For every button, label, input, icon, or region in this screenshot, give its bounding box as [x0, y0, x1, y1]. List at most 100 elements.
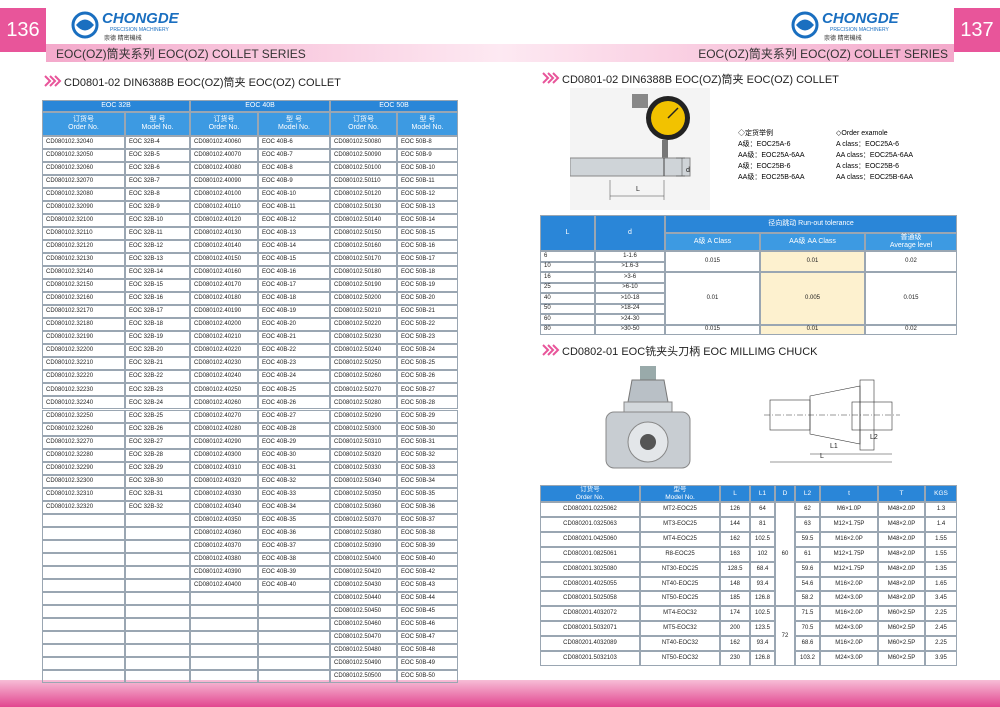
table-cell: CD080201.5025058: [540, 591, 640, 607]
example-line: AA class：EOC25A-6AA: [836, 152, 914, 159]
table-cell: EOC 50B-26: [397, 370, 458, 384]
section-icon: [542, 344, 560, 356]
cell-text: 64: [759, 506, 766, 512]
table-cell: CD080102.50320: [330, 448, 397, 462]
table-cell: EOC 32B-9: [125, 201, 190, 215]
table-cell: EOC 32B-7: [125, 175, 190, 189]
column-header: KGS: [925, 485, 957, 502]
section-icon: [542, 72, 560, 84]
table-cell: 0.01: [760, 324, 865, 335]
table-cell: EOC 50B-37: [397, 513, 458, 527]
cell-text: EOC 40B-11: [262, 204, 296, 211]
table-cell: CD080102.32290: [42, 461, 125, 475]
cell-text: EOC 40B-40: [262, 581, 297, 588]
group-header: EOC 40B: [190, 100, 330, 112]
table-cell: NT30-EOC25: [640, 561, 720, 577]
cell-text: CD080201.4025055: [563, 580, 617, 587]
table-cell: CD080102.40330: [190, 487, 258, 501]
cell-text: CD080102.50270: [334, 386, 382, 393]
column-header: 型号 Model No.: [640, 485, 720, 502]
cell-text: CD080102.50480: [334, 646, 382, 653]
column-header: 型 号 Model No.: [258, 112, 330, 136]
table-cell: CD080102.40140: [190, 240, 258, 254]
cell-text: 0.02: [905, 326, 917, 333]
table-cell: [125, 513, 190, 527]
table-cell: EOC 32B-28: [125, 448, 190, 462]
table-cell: M48×2.0P: [878, 546, 925, 562]
table-cell: 162: [720, 636, 750, 652]
cell-text: CD080201.0325063: [563, 520, 617, 527]
table-cell: 25: [540, 282, 595, 293]
table-cell: EOC 32B-31: [125, 487, 190, 501]
table-cell: CD080102.50240: [330, 344, 397, 358]
cell-text: >6-10: [622, 284, 638, 291]
cell-text: CD080102.40320: [194, 477, 242, 484]
cell-text: CD080102.32120: [46, 243, 94, 250]
table-cell: EOC 50B-27: [397, 383, 458, 397]
cell-text: CD080102.50290: [334, 412, 382, 419]
cell-text: EOC 32B-29: [129, 464, 164, 471]
cell-text: CD080102.40070: [194, 152, 242, 159]
column-header: L1: [750, 485, 775, 502]
table-cell: 40: [540, 293, 595, 304]
table-cell: M48×2.0P: [878, 591, 925, 607]
cell-text: CD080102.50330: [334, 464, 382, 471]
table-cell: 72: [775, 606, 795, 666]
table-cell: >3-6: [595, 272, 665, 283]
cell-text: CD080102.32170: [46, 308, 94, 315]
table-cell: NT40-EOC32: [640, 636, 720, 652]
cell-text: CD080102.40110: [194, 204, 241, 211]
table-cell: EOC 40B-18: [258, 292, 330, 306]
cell-text: EOC 32B-5: [129, 152, 160, 159]
table-cell: CD080102.32140: [42, 266, 125, 280]
table-cell: CD080102.32180: [42, 318, 125, 332]
cell-text: L: [565, 228, 570, 236]
cell-text: EOC 50B-37: [401, 516, 436, 523]
cell-text: 59.5: [801, 535, 814, 542]
table-cell: [190, 656, 258, 670]
example-line: A class：EOC25B-6: [836, 163, 900, 170]
cell-text: CD080201.5025058: [563, 595, 617, 602]
column-header: L: [720, 485, 750, 502]
table-cell: EOC 50B-32: [397, 448, 458, 462]
table-cell: EOC 40B-30: [258, 448, 330, 462]
cell-text: M48×2.0P: [887, 535, 916, 542]
cell-text: 126: [729, 506, 740, 512]
table-cell: EOC 40B-34: [258, 500, 330, 514]
cell-text: CD080102.40160: [194, 269, 242, 276]
cell-text: CD080102.32110: [46, 230, 93, 237]
cell-text: 61: [804, 550, 811, 557]
cell-text: CD080102.50160: [334, 243, 382, 250]
cell-text: Order No.: [348, 124, 379, 131]
cell-text: CD080102.40390: [194, 568, 242, 575]
table-cell: EOC 50B-23: [397, 331, 458, 345]
cell-text: EOC 32B-12: [129, 243, 164, 250]
table-cell: CD080102.50270: [330, 383, 397, 397]
table-cell: EOC 50B-17: [397, 253, 458, 267]
cell-text: 订货号: [73, 115, 94, 123]
table-cell: MT4-EOC25: [640, 531, 720, 547]
table-cell: 80: [540, 324, 595, 335]
cell-text: t: [848, 489, 850, 497]
table-cell: [125, 552, 190, 566]
cell-text: EOC 32B-28: [129, 451, 164, 458]
logo-mark: [791, 11, 819, 39]
table-cell: CD080102.40280: [190, 422, 258, 436]
table-cell: 93.4: [750, 636, 775, 652]
table-cell: EOC 50B-31: [397, 435, 458, 449]
cell-text: EOC 50B-36: [401, 503, 436, 510]
cell-text: EOC 40B-21: [262, 334, 297, 341]
table-cell: CD080102.50370: [330, 513, 397, 527]
cell-text: CD080102.50230: [334, 334, 382, 341]
table-cell: CD080102.40070: [190, 149, 258, 163]
table-cell: EOC 40B-10: [258, 188, 330, 202]
cell-text: CD080102.40220: [194, 347, 242, 354]
cell-text: CD080102.40290: [194, 438, 242, 445]
cell-text: CD080102.40090: [194, 178, 242, 185]
table-cell: CD080102.40250: [190, 383, 258, 397]
table-cell: 54.6: [795, 576, 820, 592]
table-cell: CD080102.40320: [190, 474, 258, 488]
series-title: EOC(OZ)筒夹系列 EOC(OZ) COLLET SERIES: [56, 46, 306, 61]
table-cell: EOC 50B-21: [397, 305, 458, 319]
cell-text: CD080102.50130: [334, 204, 382, 211]
